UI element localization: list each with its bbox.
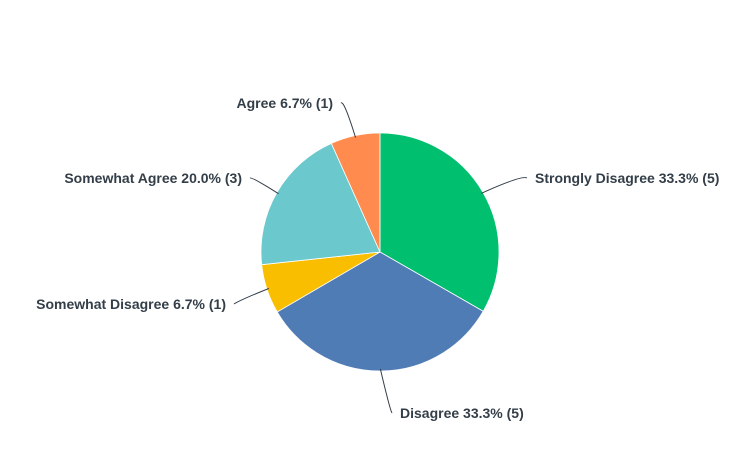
slice-label: Somewhat Disagree 6.7% (1) [36, 296, 226, 312]
slice-label: Strongly Disagree 33.3% (5) [535, 170, 719, 186]
leader-line [379, 368, 393, 414]
slices [260, 132, 500, 372]
leader-line [249, 177, 279, 195]
leader-line [233, 288, 270, 305]
leader-line [481, 177, 528, 194]
slice-label: Disagree 33.3% (5) [400, 405, 524, 421]
leader-line [340, 102, 357, 138]
slice-label: Somewhat Agree 20.0% (3) [64, 170, 242, 186]
slice-label: Agree 6.7% (1) [237, 95, 333, 111]
labels: Strongly Disagree 33.3% (5) Disagree 33.3… [36, 95, 719, 421]
